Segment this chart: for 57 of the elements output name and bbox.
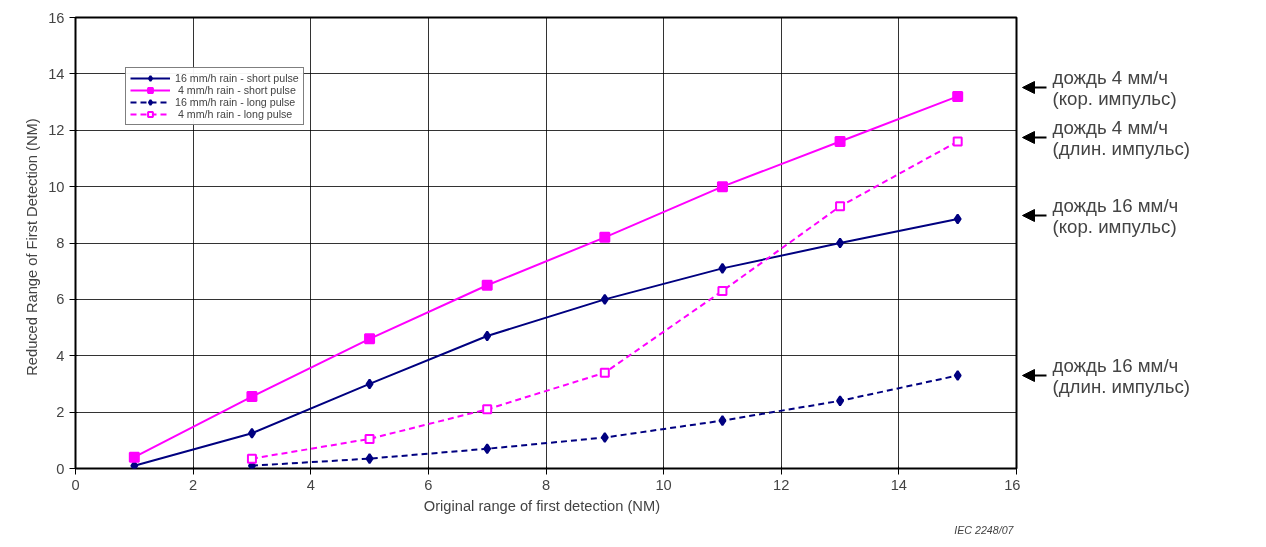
- y-tick-label: 12: [48, 122, 65, 139]
- point: [836, 395, 845, 407]
- point: [600, 431, 609, 443]
- point: [952, 136, 963, 147]
- point: [483, 330, 492, 342]
- point: [953, 369, 962, 381]
- point: [483, 443, 492, 455]
- legend-label: 4 mm/h rain - short pulse: [176, 84, 296, 96]
- point: [365, 453, 374, 465]
- y-axis-title: Reduced Range of First Detection (NM): [24, 118, 41, 376]
- text: дождь 4 мм/ч (длин. импульс): [1052, 116, 1190, 159]
- point: [599, 367, 610, 378]
- point: [481, 279, 493, 291]
- y-tick-label: 4: [56, 347, 65, 364]
- point: [128, 451, 140, 463]
- point: [246, 391, 258, 403]
- point: [600, 293, 609, 305]
- y-tick-label: 10: [48, 178, 65, 195]
- text: дождь 4 мм/ч (кор. импульс): [1052, 66, 1177, 109]
- point: [716, 181, 728, 193]
- y-tick-label: 16: [48, 9, 65, 26]
- text: дождь 16 мм/ч (длин. импульс): [1052, 354, 1190, 397]
- x-axis-title: Original range of first detection (NM): [423, 497, 661, 514]
- x-tick-label: 10: [655, 476, 672, 493]
- y-tick-label: 6: [56, 291, 65, 308]
- x-tick-label: 0: [71, 476, 80, 493]
- point: [717, 285, 728, 296]
- x-tick-label: 2: [189, 476, 198, 493]
- x-tick-label: 12: [773, 476, 790, 493]
- point: [246, 453, 257, 464]
- x-tick-label: 16: [1004, 476, 1021, 493]
- point: [836, 237, 845, 249]
- text: дождь 16 мм/ч (кор. импульс): [1052, 194, 1179, 237]
- point: [364, 333, 376, 345]
- point: [364, 433, 375, 444]
- y-tick-label: 8: [56, 235, 65, 251]
- y-tick-label: 14: [48, 65, 65, 82]
- x-tick-label: 6: [424, 476, 433, 493]
- point: [482, 404, 493, 415]
- point: [953, 213, 962, 225]
- legend-label: 16 mm/h rain - long pulse: [175, 96, 296, 108]
- x-tick-label: 4: [306, 476, 315, 493]
- point: [718, 262, 727, 274]
- y-tick-label: 0: [56, 460, 65, 477]
- point: [952, 90, 964, 102]
- point: [834, 136, 846, 148]
- point: [835, 201, 846, 212]
- x-tick-label: 8: [541, 476, 551, 493]
- text: IEC 2248/07: [954, 523, 1015, 536]
- point: [718, 415, 727, 427]
- y-tick-label: 2: [56, 404, 65, 421]
- point: [599, 231, 611, 243]
- point: [247, 427, 256, 439]
- legend-label: 16 mm/h rain - short pulse: [175, 72, 299, 84]
- x-tick-label: 14: [890, 476, 908, 493]
- legend-label: 4 mm/h rain - long pulse: [176, 108, 293, 120]
- point: [365, 378, 374, 390]
